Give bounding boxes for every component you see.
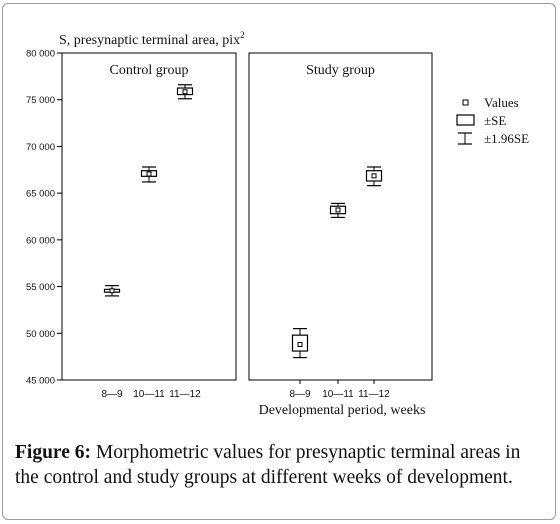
- x-tick-label: 8—9: [101, 389, 123, 400]
- caption-label: Figure 6:: [15, 442, 92, 463]
- x-tick-label: 10—11: [322, 389, 354, 400]
- panel-frame: [61, 52, 237, 381]
- legend-se-marker: [456, 114, 475, 126]
- y-tick-label: 80 000: [26, 49, 55, 60]
- figure-caption: Figure 6: Morphometric values for presyn…: [15, 440, 549, 490]
- legend-se-label: ±SE: [484, 113, 506, 128]
- panel-title: Study group: [306, 63, 375, 78]
- box-plot-chart: S, presynaptic terminal area, pix2 Contr…: [26, 30, 529, 418]
- value-marker: [109, 288, 115, 294]
- value-marker: [371, 173, 377, 179]
- figure-frame: [2, 3, 556, 520]
- x-axis: 8—9 10—11 11—12 8—9 10—11 11—12: [101, 380, 390, 400]
- y-tick-label: 45 000: [26, 376, 55, 387]
- x-tick-label: 8—9: [289, 389, 311, 400]
- value-marker: [182, 89, 188, 95]
- x-axis-title: Developmental period, weeks: [259, 403, 426, 418]
- y-tick-label: 75 000: [26, 95, 55, 106]
- legend-values-label: Values: [484, 95, 519, 110]
- y-tick-label: 60 000: [26, 235, 55, 246]
- panel-title: Control group: [110, 63, 189, 78]
- caption-text: Morphometric values for presynaptic term…: [15, 442, 521, 488]
- x-tick-label: 10—11: [133, 389, 165, 400]
- chart-panels: Control group Study group: [61, 52, 433, 381]
- value-marker: [146, 171, 152, 177]
- value-marker: [335, 207, 341, 213]
- y-tick-label: 65 000: [26, 189, 55, 200]
- x-tick-label: 11—12: [169, 389, 201, 400]
- panel-frame: [248, 52, 433, 381]
- y-axis: 45 000 50 000 55 000 60 000 65 000 70 000 75 0…: [26, 49, 62, 387]
- x-tick-label: 11—12: [358, 389, 390, 400]
- y-tick-label: 55 000: [26, 282, 55, 293]
- y-tick-label: 50 000: [26, 329, 55, 340]
- y-tick-label: 70 000: [26, 142, 55, 153]
- y-axis-title: S, presynaptic terminal area, pix2: [59, 30, 245, 48]
- legend-ci-label: ±1.96SE: [484, 131, 529, 146]
- value-marker: [297, 341, 303, 347]
- legend-values-marker: [462, 99, 469, 106]
- chart-legend: Values ±SE ±1.96SE: [456, 95, 529, 146]
